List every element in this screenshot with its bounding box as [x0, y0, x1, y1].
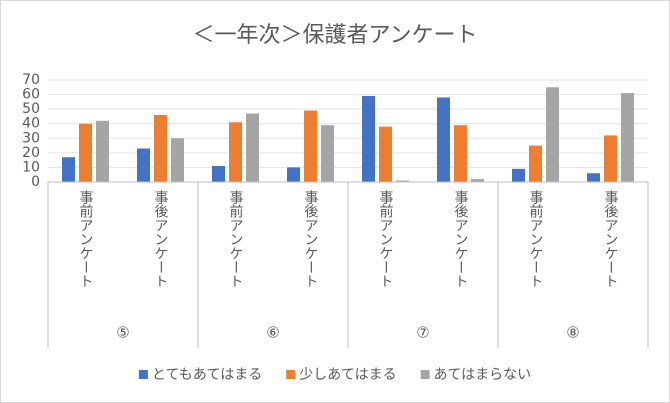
y-tick-label: 10 — [22, 159, 40, 175]
y-tick-label: 60 — [22, 87, 40, 103]
x-tick-label: 事後アンケート — [303, 190, 319, 288]
bar — [96, 120, 109, 182]
bar — [529, 145, 542, 182]
legend-swatch — [138, 370, 148, 379]
bar — [621, 93, 634, 182]
bar — [246, 113, 259, 182]
legend-label: 少しあてはまる — [299, 367, 396, 383]
x-tick-label: 事前アンケート — [228, 190, 244, 288]
group-label: ⑤ — [116, 324, 129, 342]
x-tick-label: 事後アンケート — [453, 190, 469, 288]
bar — [171, 138, 184, 182]
legend-swatch — [286, 370, 296, 379]
y-tick-label: 30 — [22, 130, 40, 146]
y-tick-label: 40 — [22, 116, 40, 132]
bar — [512, 168, 525, 182]
x-tick-label: 事前アンケート — [528, 190, 544, 288]
bar — [587, 173, 600, 182]
bar — [604, 135, 617, 182]
y-tick-label: 20 — [22, 145, 40, 161]
bar — [212, 165, 225, 182]
chart-title: ＜一年次＞保護者アンケート — [192, 23, 477, 48]
y-tick-label: 70 — [22, 72, 40, 88]
bar — [546, 87, 559, 182]
legend-label: あてはまらない — [434, 367, 531, 383]
bar — [454, 125, 467, 182]
bar — [379, 126, 392, 182]
bar — [362, 96, 375, 182]
bar — [79, 123, 92, 182]
x-tick-label: 事前アンケート — [378, 190, 394, 288]
x-tick-label: 事前アンケート — [78, 190, 94, 288]
bar — [229, 122, 242, 182]
x-tick-label: 事後アンケート — [153, 190, 169, 288]
group-label: ⑦ — [416, 324, 429, 342]
bar — [471, 179, 484, 182]
group-label: ⑧ — [566, 324, 579, 342]
bar — [62, 157, 75, 182]
legend-label: とてもあてはまる — [152, 367, 262, 383]
y-tick-label: 50 — [22, 101, 40, 117]
bar — [287, 167, 300, 182]
legend-swatch — [420, 370, 430, 379]
y-tick-label: 0 — [31, 174, 40, 190]
bar — [396, 180, 409, 182]
bar — [321, 125, 334, 182]
bar — [137, 148, 150, 182]
bar — [154, 114, 167, 182]
group-label: ⑥ — [266, 324, 279, 342]
bar — [304, 110, 317, 182]
bar — [437, 97, 450, 182]
x-tick-label: 事後アンケート — [603, 190, 619, 288]
